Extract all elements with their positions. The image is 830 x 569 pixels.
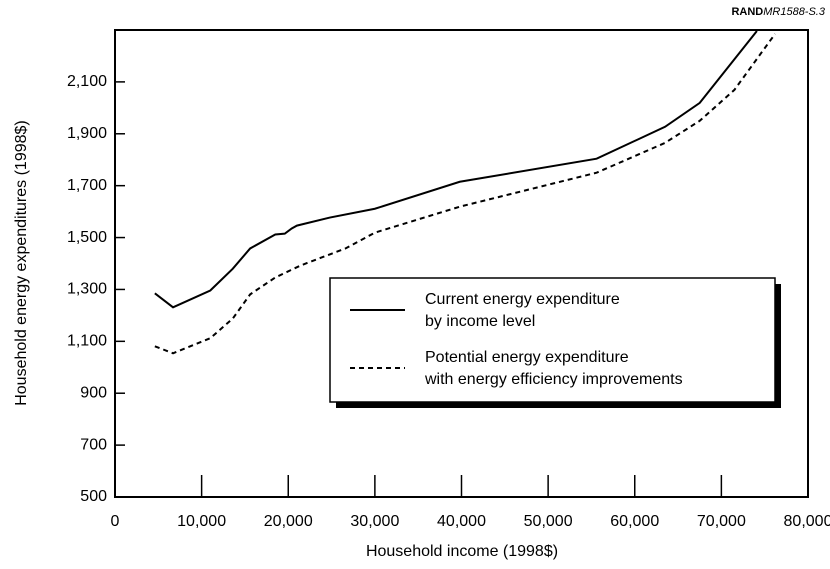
x-tick-label: 10,000	[177, 513, 226, 530]
plot-frame	[114, 29, 809, 498]
x-tick-label: 20,000	[264, 513, 313, 530]
x-tick-label: 0	[111, 513, 120, 530]
lines	[154, 30, 776, 355]
report-id: MR1588-S.3	[763, 6, 826, 18]
y-tick-label: 2,100	[67, 73, 107, 90]
y-tick-label: 1,500	[67, 229, 107, 246]
legend-box	[329, 277, 776, 403]
y-tick-label: 1,700	[67, 177, 107, 194]
x-tick-label: 60,000	[610, 513, 659, 530]
x-tick-label: 40,000	[437, 513, 486, 530]
series-line	[154, 33, 776, 355]
legend-label: by income level	[425, 313, 535, 330]
legend-label: with energy efficiency improvements	[424, 371, 683, 388]
y-tick-label: 700	[80, 436, 107, 453]
series-line	[154, 30, 758, 309]
x-tick-label: 30,000	[350, 513, 399, 530]
y-axis-label: Household energy expenditures (1998$)	[13, 120, 30, 406]
y-tick-label: 1,100	[67, 333, 107, 350]
x-tick-label: 80,000	[784, 513, 830, 530]
y-tick-label: 500	[80, 488, 107, 505]
x-tick-label: 50,000	[524, 513, 573, 530]
source-note: RANDMR1588-S.3	[731, 6, 825, 18]
x-axis-label: Household income (1998$)	[366, 543, 558, 560]
legend-label: Potential energy expenditure	[425, 349, 629, 366]
legend: Current energy expenditure by income leve…	[350, 291, 683, 388]
y-tick-label: 1,300	[67, 281, 107, 298]
y-tick-label: 1,900	[67, 125, 107, 142]
x-tick-label: 70,000	[697, 513, 746, 530]
source: RAND	[731, 6, 763, 18]
legend-label: Current energy expenditure	[425, 291, 620, 308]
y-tick-label: 900	[80, 384, 107, 401]
